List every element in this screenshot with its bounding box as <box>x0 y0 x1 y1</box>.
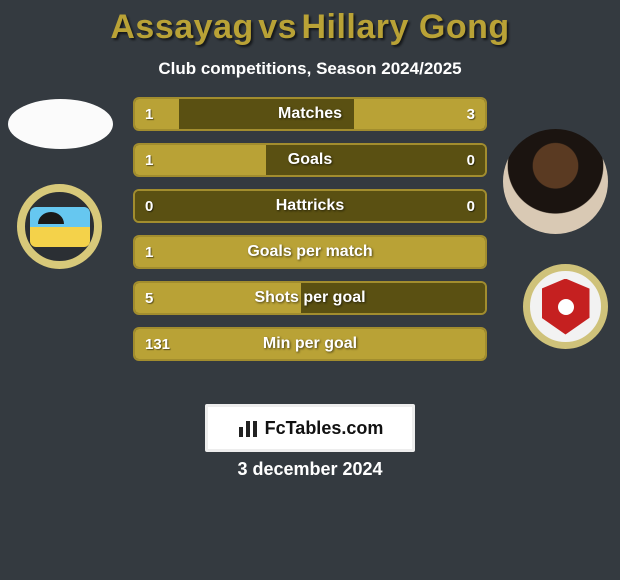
stat-bars: Matches13 Goals10 Hattricks00 Goals per mat… <box>135 99 485 375</box>
stat-fill-left <box>135 283 301 313</box>
stat-row-bg <box>135 191 485 221</box>
stat-row: Goals per match1 <box>135 237 485 267</box>
stat-fill-right <box>354 99 485 129</box>
club-right-badge <box>523 264 608 349</box>
stat-row: Hattricks00 <box>135 191 485 221</box>
comparison-subtitle: Club competitions, Season 2024/2025 <box>0 59 620 79</box>
stat-fill-left <box>135 145 266 175</box>
club-right-badge-icon <box>542 279 590 335</box>
player-left-avatar <box>8 99 113 149</box>
stat-row: Min per goal131 <box>135 329 485 359</box>
title-player-right: Hillary Gong <box>301 8 509 46</box>
title-vs: vs <box>258 8 297 46</box>
player-right-avatar <box>503 129 608 234</box>
stat-row: Shots per goal5 <box>135 283 485 313</box>
comparison-title: Assayag vs Hillary Gong <box>0 0 620 47</box>
brand-text: FcTables.com <box>265 418 384 439</box>
brand-badge: FcTables.com <box>205 404 415 452</box>
snapshot-date: 3 december 2024 <box>0 459 620 480</box>
stat-fill-left <box>135 237 485 267</box>
brand-bars-icon <box>237 417 259 439</box>
stat-fill-left <box>135 99 179 129</box>
stat-fill-left <box>135 329 485 359</box>
stat-row: Goals10 <box>135 145 485 175</box>
title-player-left: Assayag <box>110 8 253 46</box>
stat-row: Matches13 <box>135 99 485 129</box>
club-left-badge-icon <box>30 207 90 247</box>
club-left-badge <box>17 184 102 269</box>
